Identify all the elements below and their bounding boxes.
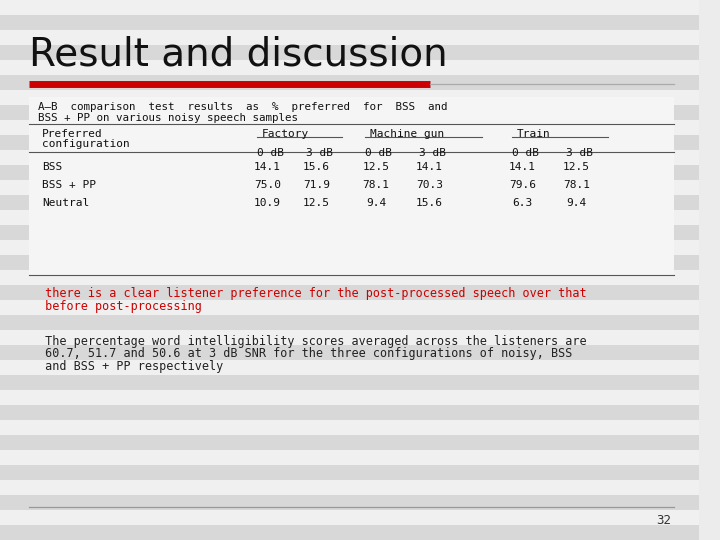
Bar [0,165,698,180]
Bar [0,0,698,15]
Bar [0,15,698,30]
Bar [0,240,698,255]
Text: 15.6: 15.6 [416,198,444,208]
Bar [30,97,674,275]
Bar [0,480,698,495]
Text: Factory: Factory [262,129,310,139]
Text: 32: 32 [656,514,671,527]
Bar [0,255,698,270]
Text: BSS: BSS [42,162,62,172]
Text: Preferred: Preferred [42,129,103,139]
Bar [0,345,698,360]
Text: 14.1: 14.1 [509,162,536,172]
Bar [0,120,698,135]
Bar [0,225,698,240]
Bar [0,90,698,105]
Text: 3 dB: 3 dB [566,148,593,158]
Text: 3 dB: 3 dB [306,148,333,158]
Bar [0,75,698,90]
Text: 0 dB: 0 dB [257,148,284,158]
Text: 3 dB: 3 dB [419,148,446,158]
Text: 0 dB: 0 dB [512,148,539,158]
Bar [0,180,698,195]
Bar [0,435,698,450]
Text: 78.1: 78.1 [563,180,590,190]
Bar [0,105,698,120]
Text: Neutral: Neutral [42,198,89,208]
Bar [0,210,698,225]
Bar [0,195,698,210]
Bar [0,270,698,285]
Text: 71.9: 71.9 [303,180,330,190]
Text: there is a clear listener preference for the post-processed speech over that: there is a clear listener preference for… [38,287,587,300]
Bar [0,525,698,540]
Bar [0,405,698,420]
Bar [0,510,698,525]
Bar [0,300,698,315]
Text: BSS + PP: BSS + PP [42,180,96,190]
Bar [0,45,698,60]
Bar [0,390,698,405]
Text: Machine gun: Machine gun [370,129,444,139]
Text: 0 dB: 0 dB [366,148,392,158]
Text: configuration: configuration [42,139,130,150]
Bar [0,30,698,45]
Text: BSS + PP on various noisy speech samples: BSS + PP on various noisy speech samples [38,113,298,124]
Bar [0,450,698,465]
Text: 6.3: 6.3 [513,198,533,208]
Bar [0,285,698,300]
Text: 75.0: 75.0 [254,180,281,190]
Text: 78.1: 78.1 [362,180,390,190]
Text: 70.3: 70.3 [416,180,444,190]
Bar [0,420,698,435]
Text: 14.1: 14.1 [416,162,444,172]
Bar [0,330,698,345]
Text: 12.5: 12.5 [303,198,330,208]
Text: Result and discussion: Result and discussion [30,35,448,73]
Bar [0,315,698,330]
Text: 10.9: 10.9 [254,198,281,208]
Bar [0,60,698,75]
Text: 14.1: 14.1 [254,162,281,172]
Text: and BSS + PP respectively: and BSS + PP respectively [38,360,224,373]
Text: 9.4: 9.4 [366,198,386,208]
Bar [0,465,698,480]
Text: 12.5: 12.5 [563,162,590,172]
Text: 9.4: 9.4 [567,198,587,208]
Text: 60.7, 51.7 and 50.6 at 3 dB SNR for the three configurations of noisy, BSS: 60.7, 51.7 and 50.6 at 3 dB SNR for the … [38,347,573,360]
Text: before post-processing: before post-processing [38,300,202,313]
Text: A–B  comparison  test  results  as  %  preferred  for  BSS  and: A–B comparison test results as % preferr… [38,102,448,112]
Bar [0,135,698,150]
Text: 12.5: 12.5 [362,162,390,172]
Bar [0,495,698,510]
Text: 15.6: 15.6 [303,162,330,172]
Text: 79.6: 79.6 [509,180,536,190]
Bar [0,375,698,390]
Text: The percentage word intelligibility scores averaged across the listeners are: The percentage word intelligibility scor… [38,335,587,348]
Bar [0,360,698,375]
Text: Train: Train [517,129,551,139]
Bar [0,150,698,165]
